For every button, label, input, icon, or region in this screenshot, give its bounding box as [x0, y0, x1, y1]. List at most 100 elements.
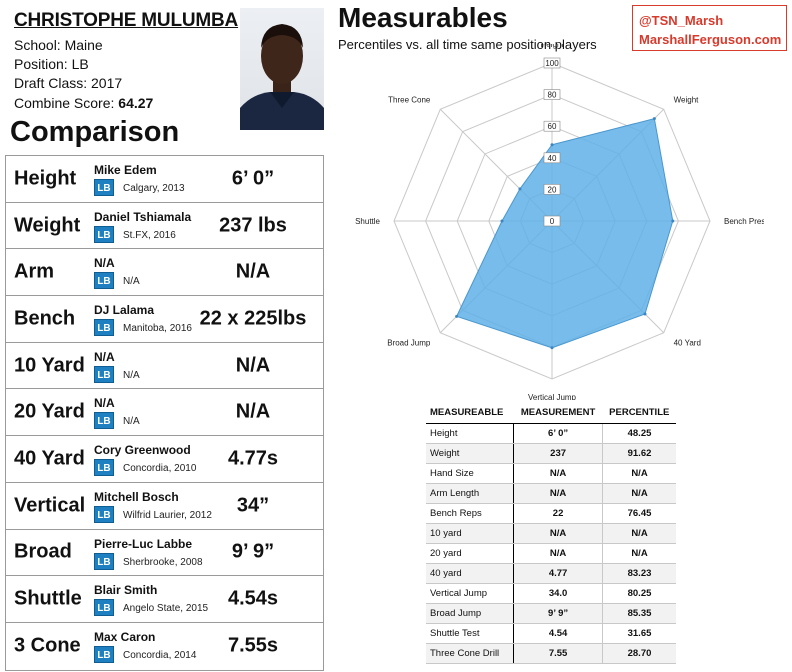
measurable-name: Weight	[426, 443, 514, 464]
comparison-value: N/A	[235, 260, 271, 283]
position-badge: LB	[94, 179, 114, 196]
position-badge: LB	[94, 225, 114, 243]
comparison-school: N/A	[123, 369, 140, 381]
comparison-metric: 3 Cone	[14, 634, 81, 657]
measurable-name: 10 yard	[426, 523, 514, 544]
measurable-name: Vertical Jump	[426, 583, 514, 604]
comparison-value: 4.77s	[227, 447, 279, 470]
player-school: School: Maine	[14, 37, 103, 53]
comparison-metric: Weight	[14, 214, 81, 237]
tick-box	[543, 120, 561, 132]
comparison-school: N/A	[123, 416, 140, 428]
percentile-value: 83.23	[602, 563, 676, 584]
measurement-value: N/A	[513, 463, 603, 484]
comparison-value: 7.55s	[227, 634, 279, 657]
radar-data-point	[671, 219, 675, 223]
table-row: Vertical Jump 34.0 80.25	[426, 583, 676, 604]
comparison-player-name: N/A	[94, 349, 115, 364]
measurable-name: Arm Length	[426, 483, 514, 504]
combine-score-value: 64.27	[118, 95, 154, 111]
measurable-name: 40 yard	[426, 563, 514, 584]
measurement-value: 4.77	[513, 563, 603, 584]
radar-axis-label: 40 Yard	[674, 339, 701, 348]
comparison-row: Shuttle Blair Smith LB Angelo State, 2015 4.…	[6, 576, 323, 623]
comparison-player-name: Mike Edem	[94, 163, 157, 177]
comparison-row: Bench DJ Lalama LB Manitoba, 2016 22 x 225lb…	[6, 296, 323, 343]
radar-axis-label: Weight	[674, 95, 700, 104]
percentile-value: N/A	[602, 543, 676, 564]
radar-tick-label: 0	[550, 217, 555, 226]
comparison-value: 34”	[236, 494, 270, 517]
table-row: Shuttle Test 4.54 31.65	[426, 623, 676, 644]
comparison-value: 6’ 0”	[231, 167, 275, 190]
player-draft-class: Draft Class: 2017	[14, 75, 123, 91]
radar-chart: 0 20 40 60 80 100 Height Weight Bench Press 40 Ya…	[355, 44, 764, 400]
comparison-value: N/A	[235, 354, 271, 377]
measurable-name: Bench Reps	[426, 503, 514, 524]
radar-data-point	[550, 346, 554, 350]
comparison-school: N/A	[123, 276, 140, 288]
measurables-table-header: MEASUREABLE MEASUREMENT PERCENTILE	[426, 404, 676, 424]
measurement-value: N/A	[513, 483, 603, 504]
website-link[interactable]: MarshallFerguson.com	[639, 32, 782, 47]
comparison-value: 4.54s	[227, 587, 279, 610]
position-badge: LB	[94, 505, 114, 523]
radar-data-point	[500, 219, 504, 223]
radar-axis-label: Bench Press	[724, 217, 764, 226]
table-row: Arm Length N/A N/A	[426, 483, 676, 504]
position-badge: LB	[94, 552, 114, 570]
comparison-player-name: Mitchell Bosch	[94, 489, 179, 504]
radar-data-point	[643, 312, 647, 316]
radar-tick-label: 40	[548, 154, 557, 163]
comparison-metric: Bench	[14, 307, 76, 330]
table-row: 20 yard N/A N/A	[426, 543, 676, 564]
comparison-school: Sherbrooke, 2008	[123, 556, 203, 568]
comparison-player-name: N/A	[94, 256, 115, 271]
comparison-school: Manitoba, 2016	[123, 323, 192, 335]
measurement-value: 7.55	[513, 643, 603, 664]
position-badge: LB	[94, 599, 114, 617]
radar-axis-label: Height	[540, 44, 564, 49]
measurement-value: N/A	[513, 523, 603, 544]
tick-box	[543, 215, 561, 227]
position-badge: LB	[94, 459, 114, 477]
comparison-metric: 40 Yard	[14, 447, 85, 470]
comparison-player-name: Pierre-Luc Labbe	[94, 536, 193, 551]
branding-box: @TSN_Marsh MarshallFerguson.com	[632, 5, 787, 51]
comparison-row: Vertical Mitchell Bosch LB Wilfrid Laurier,…	[6, 483, 323, 530]
percentile-value: 48.25	[602, 423, 676, 444]
percentile-value: 31.65	[602, 623, 676, 644]
radar-tick-label: 100	[545, 59, 559, 68]
table-row: Three Cone Drill 7.55 28.70	[426, 643, 676, 664]
measurement-value: 9’ 9”	[513, 603, 603, 624]
percentile-value: 80.25	[602, 583, 676, 604]
comparison-school: Angelo State, 2015	[123, 603, 209, 615]
player-combine-score: Combine Score: 64.27	[14, 95, 153, 111]
measurables-subtitle: Percentiles vs. all time same position p…	[338, 37, 597, 52]
table-row: Hand Size N/A N/A	[426, 463, 676, 484]
radar-data-point	[518, 187, 522, 191]
measurable-name: Hand Size	[426, 463, 514, 484]
comparison-table: Height Mike Edem LB Calgary, 2013 6’ 0” Weigh…	[5, 155, 324, 671]
radar-tick-label: 60	[548, 122, 557, 131]
table-header-cell: MEASUREABLE	[426, 404, 514, 424]
measurable-name: Three Cone Drill	[426, 643, 514, 664]
measurable-name: Shuttle Test	[426, 623, 514, 644]
percentile-value: 76.45	[602, 503, 676, 524]
tick-box	[543, 152, 561, 164]
comparison-value: 237 lbs	[219, 214, 287, 237]
percentile-value: N/A	[602, 523, 676, 544]
measurement-value: 4.54	[513, 623, 603, 644]
measurable-name: 20 yard	[426, 543, 514, 564]
twitter-handle[interactable]: @TSN_Marsh	[639, 13, 724, 28]
radar-axis-label: Vertical Jump	[528, 393, 577, 400]
measurement-value: 34.0	[513, 583, 603, 604]
comparison-row: 40 Yard Cory Greenwood LB Concordia, 2010 4.…	[6, 436, 323, 483]
position-badge: LB	[94, 412, 114, 430]
radar-data-point	[652, 117, 656, 121]
radar-tick-label: 80	[548, 91, 557, 100]
table-header-cell: MEASUREMENT	[513, 404, 603, 424]
comparison-value: 22 x 225lbs	[199, 307, 307, 330]
comparison-row: 3 Cone Max Caron LB Concordia, 2014 7.55s	[6, 623, 323, 670]
comparison-row: Arm N/A LB N/A N/A	[6, 249, 323, 297]
